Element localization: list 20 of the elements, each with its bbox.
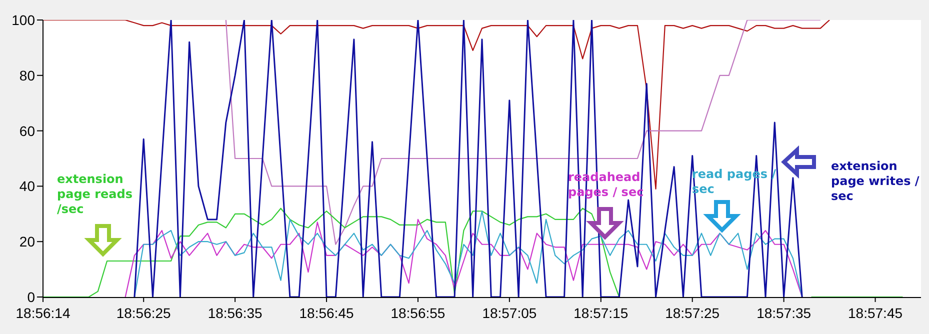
x-tick-label: 18:56:14 [16,305,70,321]
line-series [225,20,821,245]
x-tick-label: 18:57:15 [574,305,628,321]
x-tick-label: 18:57:35 [756,305,812,321]
x-tick-label: 18:56:25 [116,305,172,321]
y-tick-label: 20 [19,234,36,250]
y-tick-label: 80 [19,67,36,84]
x-tick-label: 18:57:05 [482,305,537,321]
y-tick-label: 40 [19,178,36,194]
y-tick-label: 100 [12,12,36,28]
y-tick-label: 0 [27,288,36,305]
x-tick-label: 18:57:25 [665,305,720,321]
x-tick-label: 18:56:45 [299,305,354,321]
text: extension page reads /sec [57,172,134,217]
text: extension page writes / sec [831,159,920,204]
y-tick-label: 60 [19,122,36,139]
x-tick-label: 18:56:55 [390,305,446,321]
line-series [134,20,803,297]
x-tick-label: 18:57:45 [848,305,903,321]
x-tick-label: 18:56:35 [208,305,263,321]
